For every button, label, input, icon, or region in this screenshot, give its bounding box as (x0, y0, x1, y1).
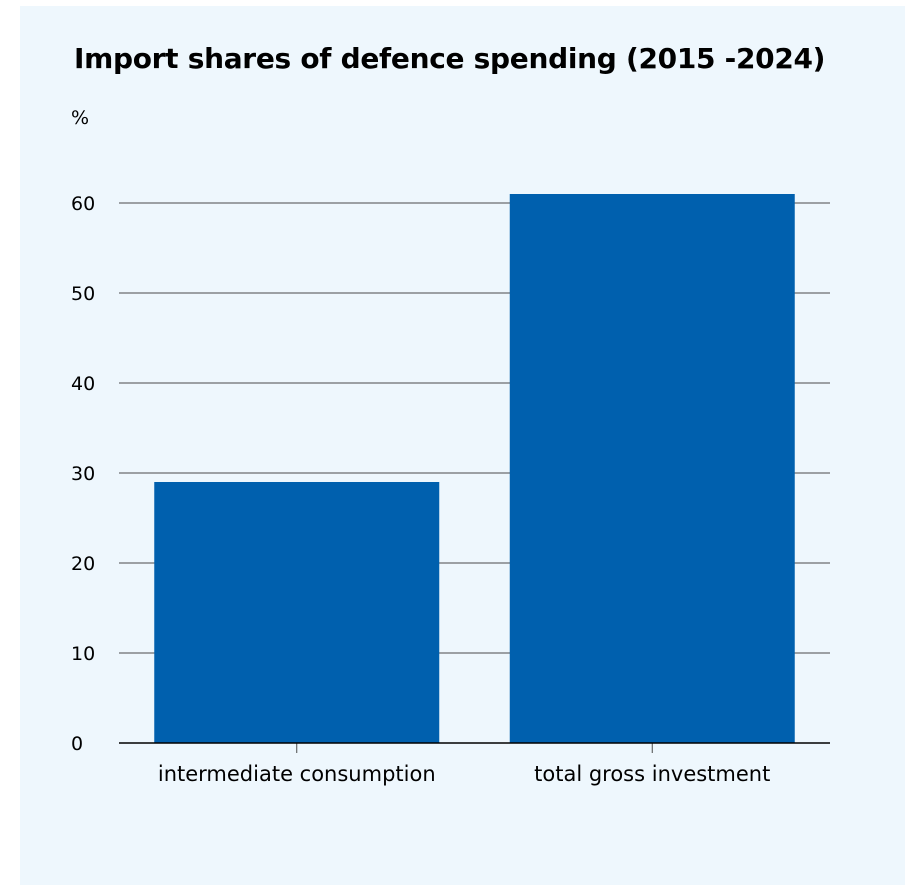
chart-panel: Import shares of defence spending (2015 … (20, 6, 905, 885)
y-tick-labels: 0 10 20 30 40 50 60 (71, 193, 95, 755)
bars (154, 194, 795, 743)
bar-total-gross-investment (509, 194, 795, 743)
y-tick-label-30: 30 (71, 463, 95, 485)
x-axis (119, 742, 830, 753)
y-tick-label-10: 10 (71, 643, 95, 665)
y-tick-label-50: 50 (71, 283, 95, 305)
bar-chart: 0 10 20 30 40 50 60 intermediate consumption to… (71, 193, 830, 786)
y-tick-label-40: 40 (71, 373, 95, 395)
chart-title: Import shares of defence spending (2015 … (74, 42, 826, 75)
category-labels: intermediate consumption total gross inve… (158, 762, 770, 786)
y-axis-unit-label: % (71, 107, 90, 129)
y-tick-label-20: 20 (71, 553, 95, 575)
bar-intermediate-consumption (154, 482, 440, 743)
category-label-total-gross-investment: total gross investment (534, 762, 770, 786)
category-label-intermediate-consumption: intermediate consumption (158, 762, 436, 786)
y-tick-label-60: 60 (71, 193, 95, 215)
y-tick-label-0: 0 (71, 733, 83, 755)
